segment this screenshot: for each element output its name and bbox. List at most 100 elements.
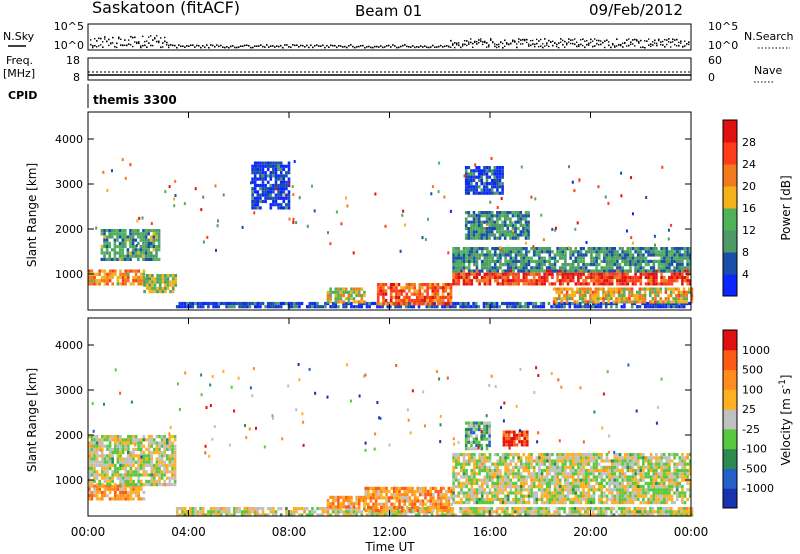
velocity-cell	[429, 489, 432, 494]
velocity-cell	[416, 489, 419, 494]
power-cell	[124, 235, 127, 239]
power-cell	[292, 193, 295, 196]
power-cell	[524, 214, 528, 218]
power-cell	[399, 305, 403, 309]
power-cell	[253, 187, 257, 191]
power-cell	[589, 287, 592, 291]
power-cell	[477, 214, 481, 218]
velocity-cell	[372, 509, 375, 513]
power-cell	[540, 213, 543, 217]
power-cell	[100, 257, 104, 261]
power-cell	[421, 299, 424, 303]
velocity-cell	[434, 489, 438, 494]
velocity-cell	[121, 487, 125, 491]
velocity-cell	[124, 497, 127, 501]
power-cell	[501, 282, 505, 286]
nsky-point	[654, 39, 656, 42]
velocity-cell	[478, 469, 481, 473]
velocity-cell	[90, 447, 94, 451]
power-cell	[590, 253, 593, 257]
velocity-cell	[636, 513, 639, 517]
velocity-cell	[93, 441, 96, 445]
power-cell	[677, 287, 681, 291]
velocity-cell	[173, 438, 177, 442]
velocity-cell	[465, 453, 468, 457]
velocity-cell	[555, 513, 559, 517]
velocity-cell	[145, 460, 148, 464]
nsky-point	[308, 46, 310, 49]
power-cell	[499, 282, 502, 286]
power-cell	[527, 236, 530, 240]
velocity-cell	[160, 454, 164, 458]
velocity-cell	[548, 472, 552, 476]
power-cell	[483, 279, 487, 283]
power-cell	[103, 232, 106, 236]
velocity-cell	[488, 491, 492, 495]
nsky-point	[158, 40, 160, 43]
velocity-cell	[367, 496, 370, 500]
power-cell	[446, 305, 449, 309]
power-cell	[535, 263, 539, 267]
power-cell	[517, 269, 520, 273]
velocity-cell	[506, 485, 510, 489]
velocity-cell	[480, 459, 484, 463]
power-cell	[93, 272, 96, 276]
velocity-cell	[638, 513, 642, 517]
power-cell	[426, 302, 429, 306]
power-cell	[675, 297, 678, 301]
velocity-cell	[532, 501, 536, 505]
power-cell	[90, 279, 94, 283]
power-cell	[472, 217, 476, 221]
velocity-cell	[168, 476, 172, 480]
power-cell	[478, 279, 481, 283]
velocity-cell	[488, 501, 492, 505]
power-cell	[668, 266, 671, 270]
velocity-cell	[529, 507, 533, 511]
power-cell	[506, 253, 510, 257]
nsky-point	[510, 43, 512, 45]
power-cell	[256, 193, 260, 197]
velocity-cell	[628, 510, 631, 514]
velocity-cell	[142, 444, 146, 448]
power-cell	[678, 269, 682, 273]
power-cell	[472, 214, 476, 218]
power-cell	[639, 250, 643, 254]
power-cell	[142, 257, 145, 261]
velocity-cell	[487, 513, 491, 517]
velocity-cell	[173, 460, 177, 464]
power-cell	[514, 233, 517, 237]
power-cell	[569, 275, 572, 280]
power-cell	[657, 259, 661, 263]
velocity-cell	[478, 453, 481, 457]
velocity-cell	[90, 457, 94, 461]
nsky-point	[672, 41, 674, 43]
velocity-cell	[633, 507, 637, 511]
power-cell	[171, 283, 175, 287]
power-cell	[595, 275, 598, 280]
velocity-cell	[103, 476, 107, 480]
power-cell	[670, 275, 674, 280]
velocity-cell	[116, 444, 120, 448]
velocity-cell	[478, 478, 481, 482]
velocity-cell	[155, 451, 159, 455]
power-cell	[512, 250, 515, 254]
power-cell	[618, 269, 622, 273]
velocity-cell	[168, 470, 172, 474]
nsky-point	[400, 45, 402, 48]
velocity-cell	[145, 479, 148, 483]
velocity-cell	[166, 444, 169, 448]
power-cell	[553, 263, 557, 267]
power-cell	[686, 253, 689, 257]
velocity-cell	[129, 438, 133, 442]
power-cell	[564, 259, 567, 263]
power-cell	[269, 174, 273, 178]
power-cell	[285, 171, 288, 175]
nsky-point	[614, 46, 616, 48]
power-cell	[581, 297, 584, 301]
power-cell	[261, 180, 265, 184]
velocity-cell	[373, 513, 377, 517]
power-cell	[551, 272, 554, 276]
power-cell	[522, 256, 526, 260]
power-cell	[483, 253, 487, 257]
velocity-cell	[377, 493, 380, 497]
